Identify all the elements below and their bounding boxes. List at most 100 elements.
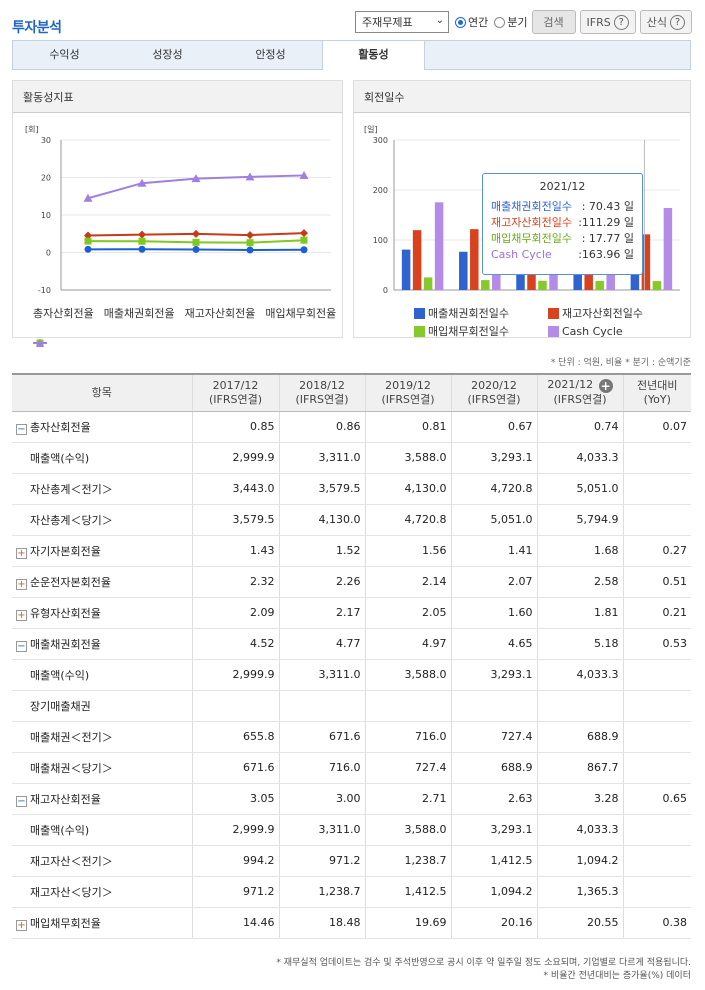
- data-point: [300, 229, 308, 238]
- analysis-tabs: 수익성 성장성 안정성 활동성: [12, 40, 691, 70]
- table-row: + 유형자산회전율 2.09 2.17 2.05 1.60 1.81 0.21: [12, 597, 691, 629]
- radio-annual[interactable]: 연간: [455, 14, 488, 30]
- col-header-year: 2020/12 (IFRS연결): [450, 373, 537, 412]
- activity-ratio-chart: [회]3020100-102017/122018/122019/122020/1…: [25, 125, 331, 294]
- legend-item[interactable]: 매입채무회전일수: [414, 323, 536, 339]
- row-label: 순운전자본회전율: [30, 575, 111, 589]
- bar: [412, 230, 422, 290]
- expand-icon[interactable]: +: [16, 547, 27, 559]
- tooltip-title: 2021/12: [539, 180, 586, 193]
- collapse-icon[interactable]: −: [16, 795, 27, 807]
- data-point: [246, 231, 254, 240]
- value-cell: 5.18: [536, 628, 623, 660]
- value-cell: 20.55: [536, 907, 623, 939]
- legend-item[interactable]: 재고자산회전일수: [548, 305, 643, 321]
- value-cell: 3,579.5: [191, 504, 279, 536]
- legend-item[interactable]: 총자산회전율: [33, 305, 94, 347]
- row-label-cell[interactable]: − 재고자산회전율: [12, 783, 192, 815]
- row-label: 총자산회전율: [30, 420, 91, 434]
- yoy-cell: [622, 690, 691, 722]
- table-row: − 총자산회전율 0.85 0.86 0.81 0.67 0.74 0.07: [12, 411, 691, 443]
- legend-item[interactable]: Cash Cycle: [548, 323, 623, 339]
- activity-ratio-panel: 활동성지표 [회]3020100-102017/122018/122019/12…: [12, 80, 343, 347]
- add-column-icon[interactable]: +: [598, 379, 613, 394]
- bar: [481, 280, 490, 290]
- row-label: 매출채권회전율: [30, 637, 101, 651]
- row-label-cell: 매출채권＜전기＞: [12, 721, 192, 753]
- bar: [663, 208, 673, 290]
- value-cell: 4,720.8: [450, 473, 537, 505]
- row-label-cell[interactable]: − 매출채권회전율: [12, 628, 192, 660]
- yoy-cell: 0.27: [622, 535, 691, 567]
- collapse-icon[interactable]: −: [16, 640, 27, 652]
- data-point: [84, 231, 92, 240]
- yoy-cell: [622, 504, 691, 536]
- yoy-cell: [622, 659, 691, 691]
- table-row: 매출액(수익) 2,999.9 3,311.0 3,588.0 3,293.1 4,033…: [12, 659, 691, 691]
- value-cell: 3,311.0: [278, 442, 365, 474]
- ifrs-label: IFRS: [586, 15, 611, 29]
- yoy-cell: 0.51: [622, 566, 691, 598]
- value-cell: 2,999.9: [191, 814, 279, 846]
- expand-icon[interactable]: +: [16, 609, 27, 621]
- bar: [470, 229, 479, 290]
- row-label-cell: 매출액(수익): [12, 442, 192, 474]
- value-cell: 688.9: [450, 752, 537, 784]
- table-row: 재고자산＜전기＞ 994.2 971.2 1,238.7 1,412.5 1,094.2: [12, 845, 691, 877]
- table-row: 재고자산＜당기＞ 971.2 1,238.7 1,412.5 1,094.2 1,365.…: [12, 876, 691, 908]
- data-point: [84, 245, 92, 253]
- y-axis-unit: [일]: [364, 125, 378, 134]
- question-icon: ?: [613, 14, 629, 30]
- legend-swatch: [548, 307, 559, 319]
- value-cell: 5,794.9: [536, 504, 623, 536]
- value-cell: 2.58: [536, 566, 623, 598]
- row-label: 매출채권＜전기＞: [30, 730, 113, 744]
- radio-quarter[interactable]: 분기: [494, 14, 528, 30]
- col-basis: (IFRS연결): [295, 392, 349, 406]
- ifrs-help-button[interactable]: IFRS ?: [579, 10, 636, 34]
- value-cell: 3,293.1: [450, 659, 537, 691]
- yoy-cell: [622, 473, 691, 505]
- legend-item[interactable]: 재고자산회전율: [33, 305, 255, 347]
- row-label-cell[interactable]: + 매입채무회전율: [12, 907, 192, 939]
- search-button[interactable]: 검색: [531, 10, 576, 34]
- legend-item[interactable]: 매출채권회전율: [33, 305, 175, 347]
- yoy-cell: 0.07: [622, 411, 691, 443]
- value-cell: [278, 690, 365, 722]
- col-header-year: 2019/12 (IFRS연결): [364, 373, 451, 412]
- tooltip-row: Cash Cycle :163.96 일: [491, 247, 634, 263]
- value-cell: 1,238.7: [278, 876, 365, 908]
- value-cell: [191, 690, 279, 722]
- value-cell: 2,999.9: [191, 659, 279, 691]
- tab-profitability[interactable]: 수익성: [49, 48, 80, 61]
- legend-swatch: [548, 325, 559, 337]
- value-cell: 1,094.2: [450, 876, 537, 908]
- expand-icon[interactable]: +: [16, 578, 27, 590]
- row-label-cell[interactable]: + 자기자본회전율: [12, 535, 192, 567]
- expand-icon[interactable]: +: [16, 919, 27, 931]
- footnote: * 재무실적 업데이트는 검수 및 주석반영으로 공시 이후 약 일주일 정도 …: [276, 958, 691, 968]
- row-label: 자기자본회전율: [30, 544, 101, 558]
- turnover-days-legend: 매출채권회전일수 재고자산회전일수 매입채무회전일수 Cash Cycle: [414, 305, 684, 339]
- value-cell: 2.17: [278, 597, 365, 629]
- row-label-cell[interactable]: + 순운전자본회전율: [12, 566, 192, 598]
- row-label-cell[interactable]: + 유형자산회전율: [12, 597, 192, 629]
- bar: [641, 234, 651, 290]
- row-label-cell[interactable]: − 총자산회전율: [12, 411, 192, 443]
- statement-type-select[interactable]: 주재무제표 ⌄: [355, 11, 450, 33]
- legend-item[interactable]: 매출채권회전일수: [414, 305, 536, 321]
- value-cell: 0.81: [364, 411, 451, 443]
- value-cell: 994.2: [191, 845, 279, 877]
- tab-activity[interactable]: 활동성: [322, 40, 425, 70]
- question-icon: ?: [670, 14, 685, 30]
- row-label: 재고자산회전율: [30, 792, 101, 806]
- value-cell: 3.05: [191, 783, 279, 815]
- tab-stability[interactable]: 안정성: [255, 48, 286, 61]
- collapse-icon[interactable]: −: [16, 423, 27, 435]
- page-title: 투자분석: [12, 20, 62, 36]
- table-row: 자산총계＜당기＞ 3,579.5 4,130.0 4,720.8 5,051.0 5,79…: [12, 504, 691, 536]
- legend-item[interactable]: 매입채무회전율: [33, 305, 336, 347]
- tab-growth[interactable]: 성장성: [152, 48, 183, 61]
- legend-swatch: [414, 325, 425, 337]
- formula-help-button[interactable]: 산식 ?: [639, 10, 692, 34]
